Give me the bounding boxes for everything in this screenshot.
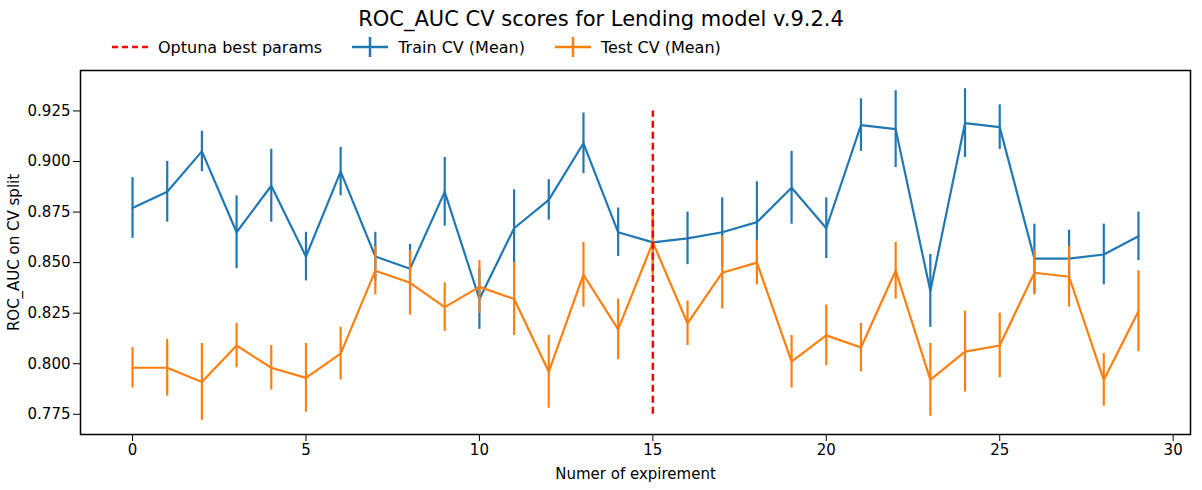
svg-text:0.850: 0.850 — [28, 253, 71, 271]
svg-text:30: 30 — [1164, 441, 1183, 459]
html-text:Train CV (Mean): Train CV (Mean) — [398, 37, 525, 57]
svg-text:0.925: 0.925 — [28, 102, 71, 120]
svg-text:Numer of expirement: Numer of expirement — [555, 465, 716, 483]
html-text:ROC_AUC CV scores for Lending: ROC_AUC CV scores for Lending model v.9.… — [358, 7, 844, 31]
svg-text:0.875: 0.875 — [28, 203, 71, 221]
svg-text:0.825: 0.825 — [28, 304, 71, 322]
svg-text:15: 15 — [643, 441, 662, 459]
svg-text:0.775: 0.775 — [28, 405, 71, 423]
svg-text:25: 25 — [990, 441, 1009, 459]
svg-text:0.900: 0.900 — [28, 152, 71, 170]
svg-text:10: 10 — [470, 441, 489, 459]
html-text:Optuna best params: Optuna best params — [158, 37, 323, 57]
svg-text:0: 0 — [128, 441, 138, 459]
svg-text:ROC_AUC on CV split: ROC_AUC on CV split — [5, 174, 24, 331]
svg-text:5: 5 — [301, 441, 311, 459]
svg-text:20: 20 — [817, 441, 836, 459]
svg-text:0.800: 0.800 — [28, 355, 71, 373]
html-text:Test CV (Mean): Test CV (Mean) — [600, 37, 721, 57]
